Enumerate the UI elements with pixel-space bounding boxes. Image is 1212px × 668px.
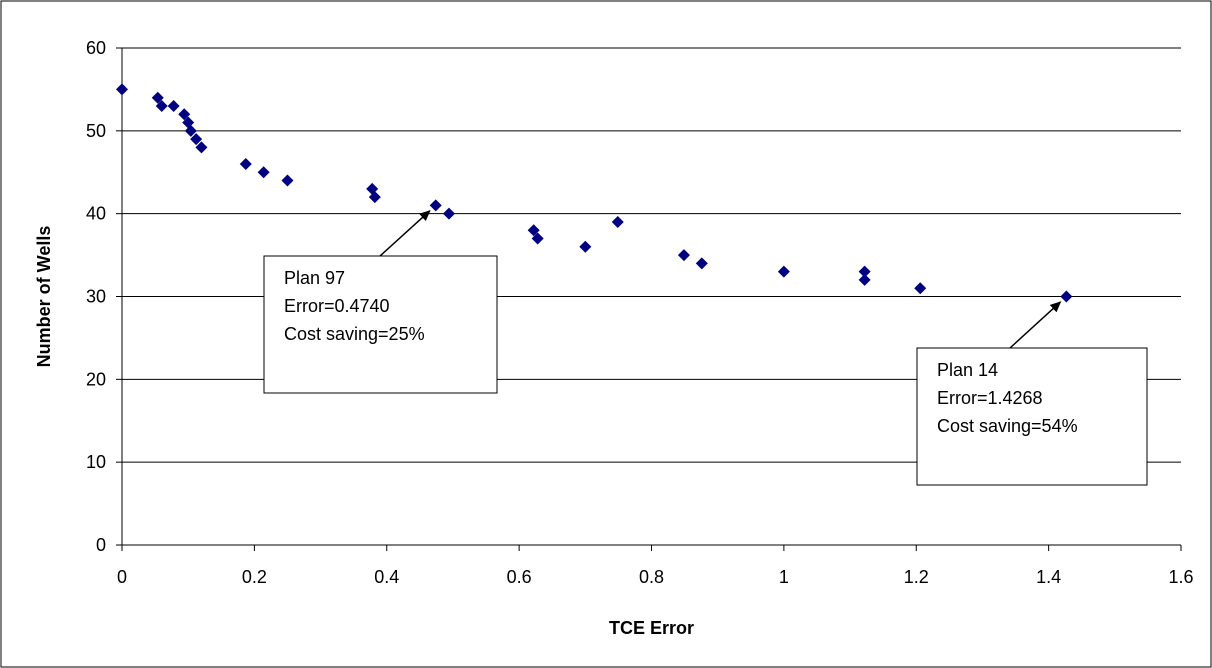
annotation-0-line-0: Plan 97: [284, 268, 345, 288]
x-tick-label-7: 1.4: [1036, 567, 1061, 587]
data-point-13: [368, 191, 381, 204]
annotation-arrow-1: [1009, 301, 1062, 349]
data-point-24: [858, 273, 871, 286]
x-axis-title: TCE Error: [609, 618, 694, 638]
y-axis-title: Number of Wells: [34, 226, 54, 368]
annotation-1-line-0: Plan 14: [937, 360, 998, 380]
y-tick-label-0: 0: [96, 535, 106, 555]
data-point-25: [914, 282, 927, 295]
data-point-14: [429, 199, 442, 212]
data-point-26: [1060, 290, 1073, 303]
data-point-10: [257, 166, 270, 179]
data-point-4: [178, 108, 191, 121]
annotation-1-line-1: Error=1.4268: [937, 388, 1043, 408]
data-point-0: [116, 83, 128, 96]
data-point-22: [777, 265, 790, 278]
data-point-15: [442, 207, 455, 220]
data-point-18: [579, 240, 592, 253]
y-tick-label-2: 20: [86, 369, 106, 389]
data-point-16: [527, 224, 540, 237]
data-point-2: [155, 99, 168, 112]
data-point-21: [695, 257, 708, 270]
data-point-1: [151, 91, 164, 104]
data-point-11: [281, 174, 294, 187]
x-tick-label-3: 0.6: [507, 567, 532, 587]
x-tick-label-1: 0.2: [242, 567, 267, 587]
annotations: Plan 97 Error=0.4740 Cost saving=25% Plan 1…: [263, 210, 1148, 486]
y-tick-label-5: 50: [86, 121, 106, 141]
data-point-23: [858, 265, 871, 278]
annotation-1-line-2: Cost saving=54%: [937, 416, 1078, 436]
x-tick-label-4: 0.8: [639, 567, 664, 587]
y-tick-label-3: 30: [86, 287, 106, 307]
y-tick-label-4: 40: [86, 204, 106, 224]
annotation-box-1: [916, 347, 1148, 486]
x-tick-label-5: 1: [779, 567, 789, 587]
data-point-19: [611, 215, 624, 228]
data-point-8: [195, 141, 208, 154]
data-points: [116, 83, 1073, 303]
data-point-6: [184, 124, 197, 137]
data-point-7: [190, 133, 203, 146]
y-tick-label-6: 60: [86, 38, 106, 58]
x-tick-label-6: 1.2: [904, 567, 929, 587]
data-point-20: [677, 249, 690, 262]
data-point-9: [239, 157, 252, 170]
x-tick-label-8: 1.6: [1168, 567, 1193, 587]
data-point-17: [531, 232, 544, 245]
y-tick-label-1: 10: [86, 452, 106, 472]
annotation-arrow-0: [379, 210, 431, 257]
annotation-0-line-2: Cost saving=25%: [284, 324, 425, 344]
data-point-3: [167, 99, 180, 112]
x-tick-label-2: 0.4: [374, 567, 399, 587]
annotation-0-line-1: Error=0.4740: [284, 296, 390, 316]
tick-labels: 0 10 20 30 40 50 60 0 0.2 0.4 0.6 0.8 1 1.2 1.4 1.6: [86, 38, 1194, 587]
x-tick-label-0: 0: [117, 567, 127, 587]
